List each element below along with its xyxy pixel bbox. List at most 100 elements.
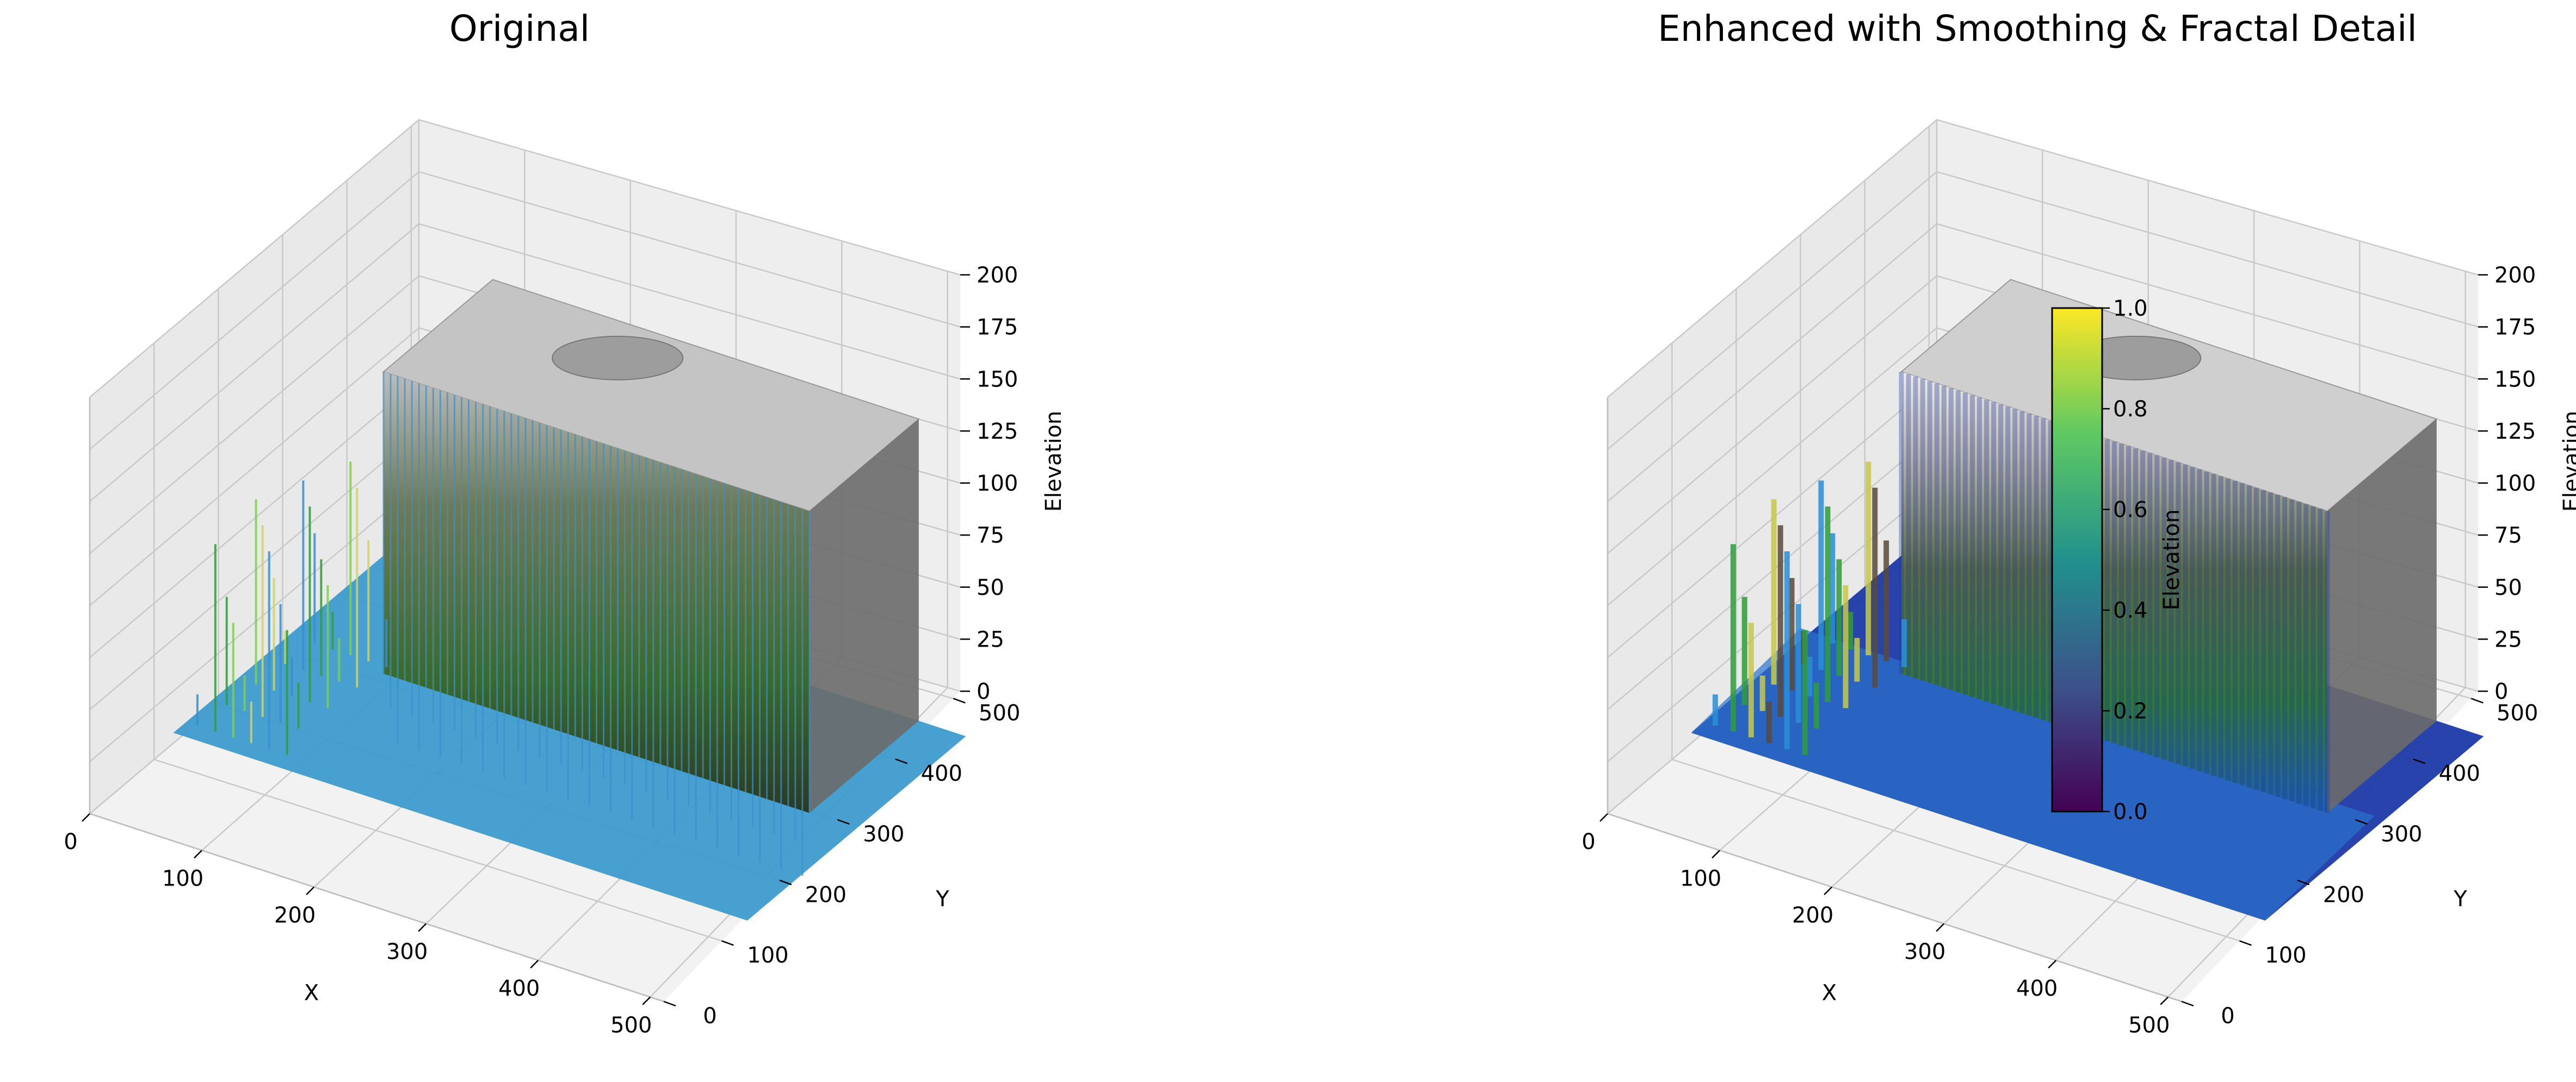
x-tick-mark — [530, 960, 539, 969]
y-tick-label: 200 — [805, 882, 847, 907]
y-tick-label: 100 — [2265, 943, 2306, 968]
x-tick-label: 400 — [2016, 976, 2058, 1001]
colorbar-tick-label: 0.2 — [2113, 699, 2148, 724]
z-tick-label: 100 — [2494, 471, 2536, 496]
y-tick-mark — [837, 819, 850, 825]
wall-streaks — [382, 372, 811, 876]
z-tick-label: 50 — [977, 575, 1004, 600]
y-tick-label: 0 — [2221, 1004, 2234, 1029]
surface — [173, 279, 966, 921]
axis-ticks: 0010010020020030030040040050050002550751… — [64, 263, 1020, 1038]
y-tick-label: 500 — [2497, 700, 2538, 726]
x-axis-label: X — [304, 981, 319, 1006]
y-tick-mark — [2181, 1000, 2194, 1007]
panel-title: Original — [449, 8, 590, 50]
y-tick-mark — [721, 940, 734, 946]
panel-title: Enhanced with Smoothing & Fractal Detail — [1658, 8, 2417, 50]
z-gridline — [1607, 119, 2479, 398]
left-hills — [1712, 462, 1907, 755]
x-tick-mark — [1599, 813, 1608, 822]
y-tick-mark — [779, 880, 792, 886]
z-axis-label: Elevation — [1041, 411, 1066, 512]
x-tick-label: 300 — [386, 939, 428, 964]
surface-floor — [173, 548, 966, 921]
y-tick-mark — [2413, 758, 2426, 764]
x-tick-mark — [1824, 886, 1832, 895]
x-tick-mark — [1712, 850, 1720, 859]
z-tick-label: 75 — [2494, 523, 2522, 548]
z-tick-label: 0 — [977, 679, 990, 704]
z-tick-label: 125 — [2494, 419, 2536, 444]
surface-floor-shade — [1691, 628, 2375, 921]
y-tick-mark — [663, 1000, 676, 1007]
y-tick-label: 500 — [979, 700, 1020, 726]
z-axis-label: Elevation — [2559, 411, 2576, 512]
z-gridline — [1607, 171, 2479, 450]
y-tick-label: 100 — [747, 943, 788, 968]
x-tick-label: 500 — [2128, 1013, 2170, 1038]
colorbar-gradient — [2051, 307, 2103, 813]
y-tick-label: 300 — [863, 822, 904, 847]
x-tick-mark — [2048, 960, 2057, 969]
z-tick-label: 100 — [977, 471, 1018, 496]
x-tick-label: 100 — [162, 866, 203, 891]
x-tick-label: 100 — [1680, 866, 1721, 891]
y-axis-label: Y — [2453, 887, 2467, 912]
z-tick-label: 200 — [2494, 263, 2536, 288]
left-hills — [196, 462, 388, 755]
x-tick-label: 200 — [274, 903, 316, 928]
y-tick-label: 200 — [2323, 882, 2364, 907]
z-gridline — [89, 119, 961, 398]
plateau-wall — [1901, 372, 2327, 813]
z-gridline — [89, 223, 961, 502]
z-tick-label: 25 — [977, 627, 1004, 652]
x-tick-label: 400 — [498, 976, 540, 1001]
colorbar-tick-label: 1.0 — [2113, 296, 2148, 321]
z-gridline — [1607, 223, 2479, 502]
y-tick-mark — [2470, 698, 2484, 704]
axis-ticks: 0010010020020030030040040050050002550751… — [1582, 263, 2538, 1038]
x-tick-label: 500 — [610, 1013, 652, 1038]
colorbar-tick-label: 0.6 — [2113, 497, 2148, 522]
x-tick-label: 300 — [1904, 939, 1945, 964]
z-tick-label: 175 — [977, 315, 1018, 340]
z-tick-label: 50 — [2494, 575, 2522, 600]
y-tick-mark — [2297, 880, 2310, 886]
x-tick-label: 0 — [64, 829, 77, 854]
z-tick-label: 125 — [977, 419, 1018, 444]
y-tick-label: 300 — [2381, 822, 2422, 847]
z-tick-label: 175 — [2494, 315, 2536, 340]
z-tick-label: 150 — [2494, 367, 2536, 392]
x-tick-label: 200 — [1792, 903, 1833, 928]
x-tick-mark — [82, 813, 90, 822]
x-axis-label: X — [1822, 981, 1837, 1006]
y-axis-label: Y — [935, 887, 949, 912]
subplot-original: Original00100100200200300300400400500500… — [64, 8, 1066, 1038]
z-tick-label: 75 — [977, 523, 1004, 548]
colorbar-label: Elevation — [2159, 509, 2184, 611]
y-tick-mark — [2355, 819, 2368, 825]
x-tick-label: 0 — [1582, 829, 1595, 854]
x-tick-mark — [306, 886, 314, 895]
colorbar-tick-label: 0.4 — [2113, 598, 2148, 623]
plateau-crater — [552, 335, 684, 380]
z-gridline — [89, 171, 961, 450]
colorbar-tick-label: 0.0 — [2113, 800, 2148, 825]
x-tick-mark — [418, 923, 427, 932]
y-tick-label: 400 — [921, 761, 962, 786]
z-tick-label: 150 — [977, 367, 1018, 392]
plateau-side — [809, 419, 919, 813]
y-tick-label: 0 — [703, 1004, 716, 1029]
colorbar-tick-label: 0.8 — [2113, 397, 2148, 422]
z-tick-label: 0 — [2494, 679, 2508, 704]
y-tick-mark — [895, 758, 908, 764]
z-tick-label: 25 — [2494, 627, 2522, 652]
y-tick-mark — [953, 698, 966, 704]
x-tick-mark — [1936, 923, 1945, 932]
x-tick-mark — [194, 850, 202, 859]
y-tick-label: 400 — [2439, 761, 2480, 786]
plateau-side — [2327, 419, 2437, 813]
z-tick-label: 200 — [977, 263, 1018, 288]
